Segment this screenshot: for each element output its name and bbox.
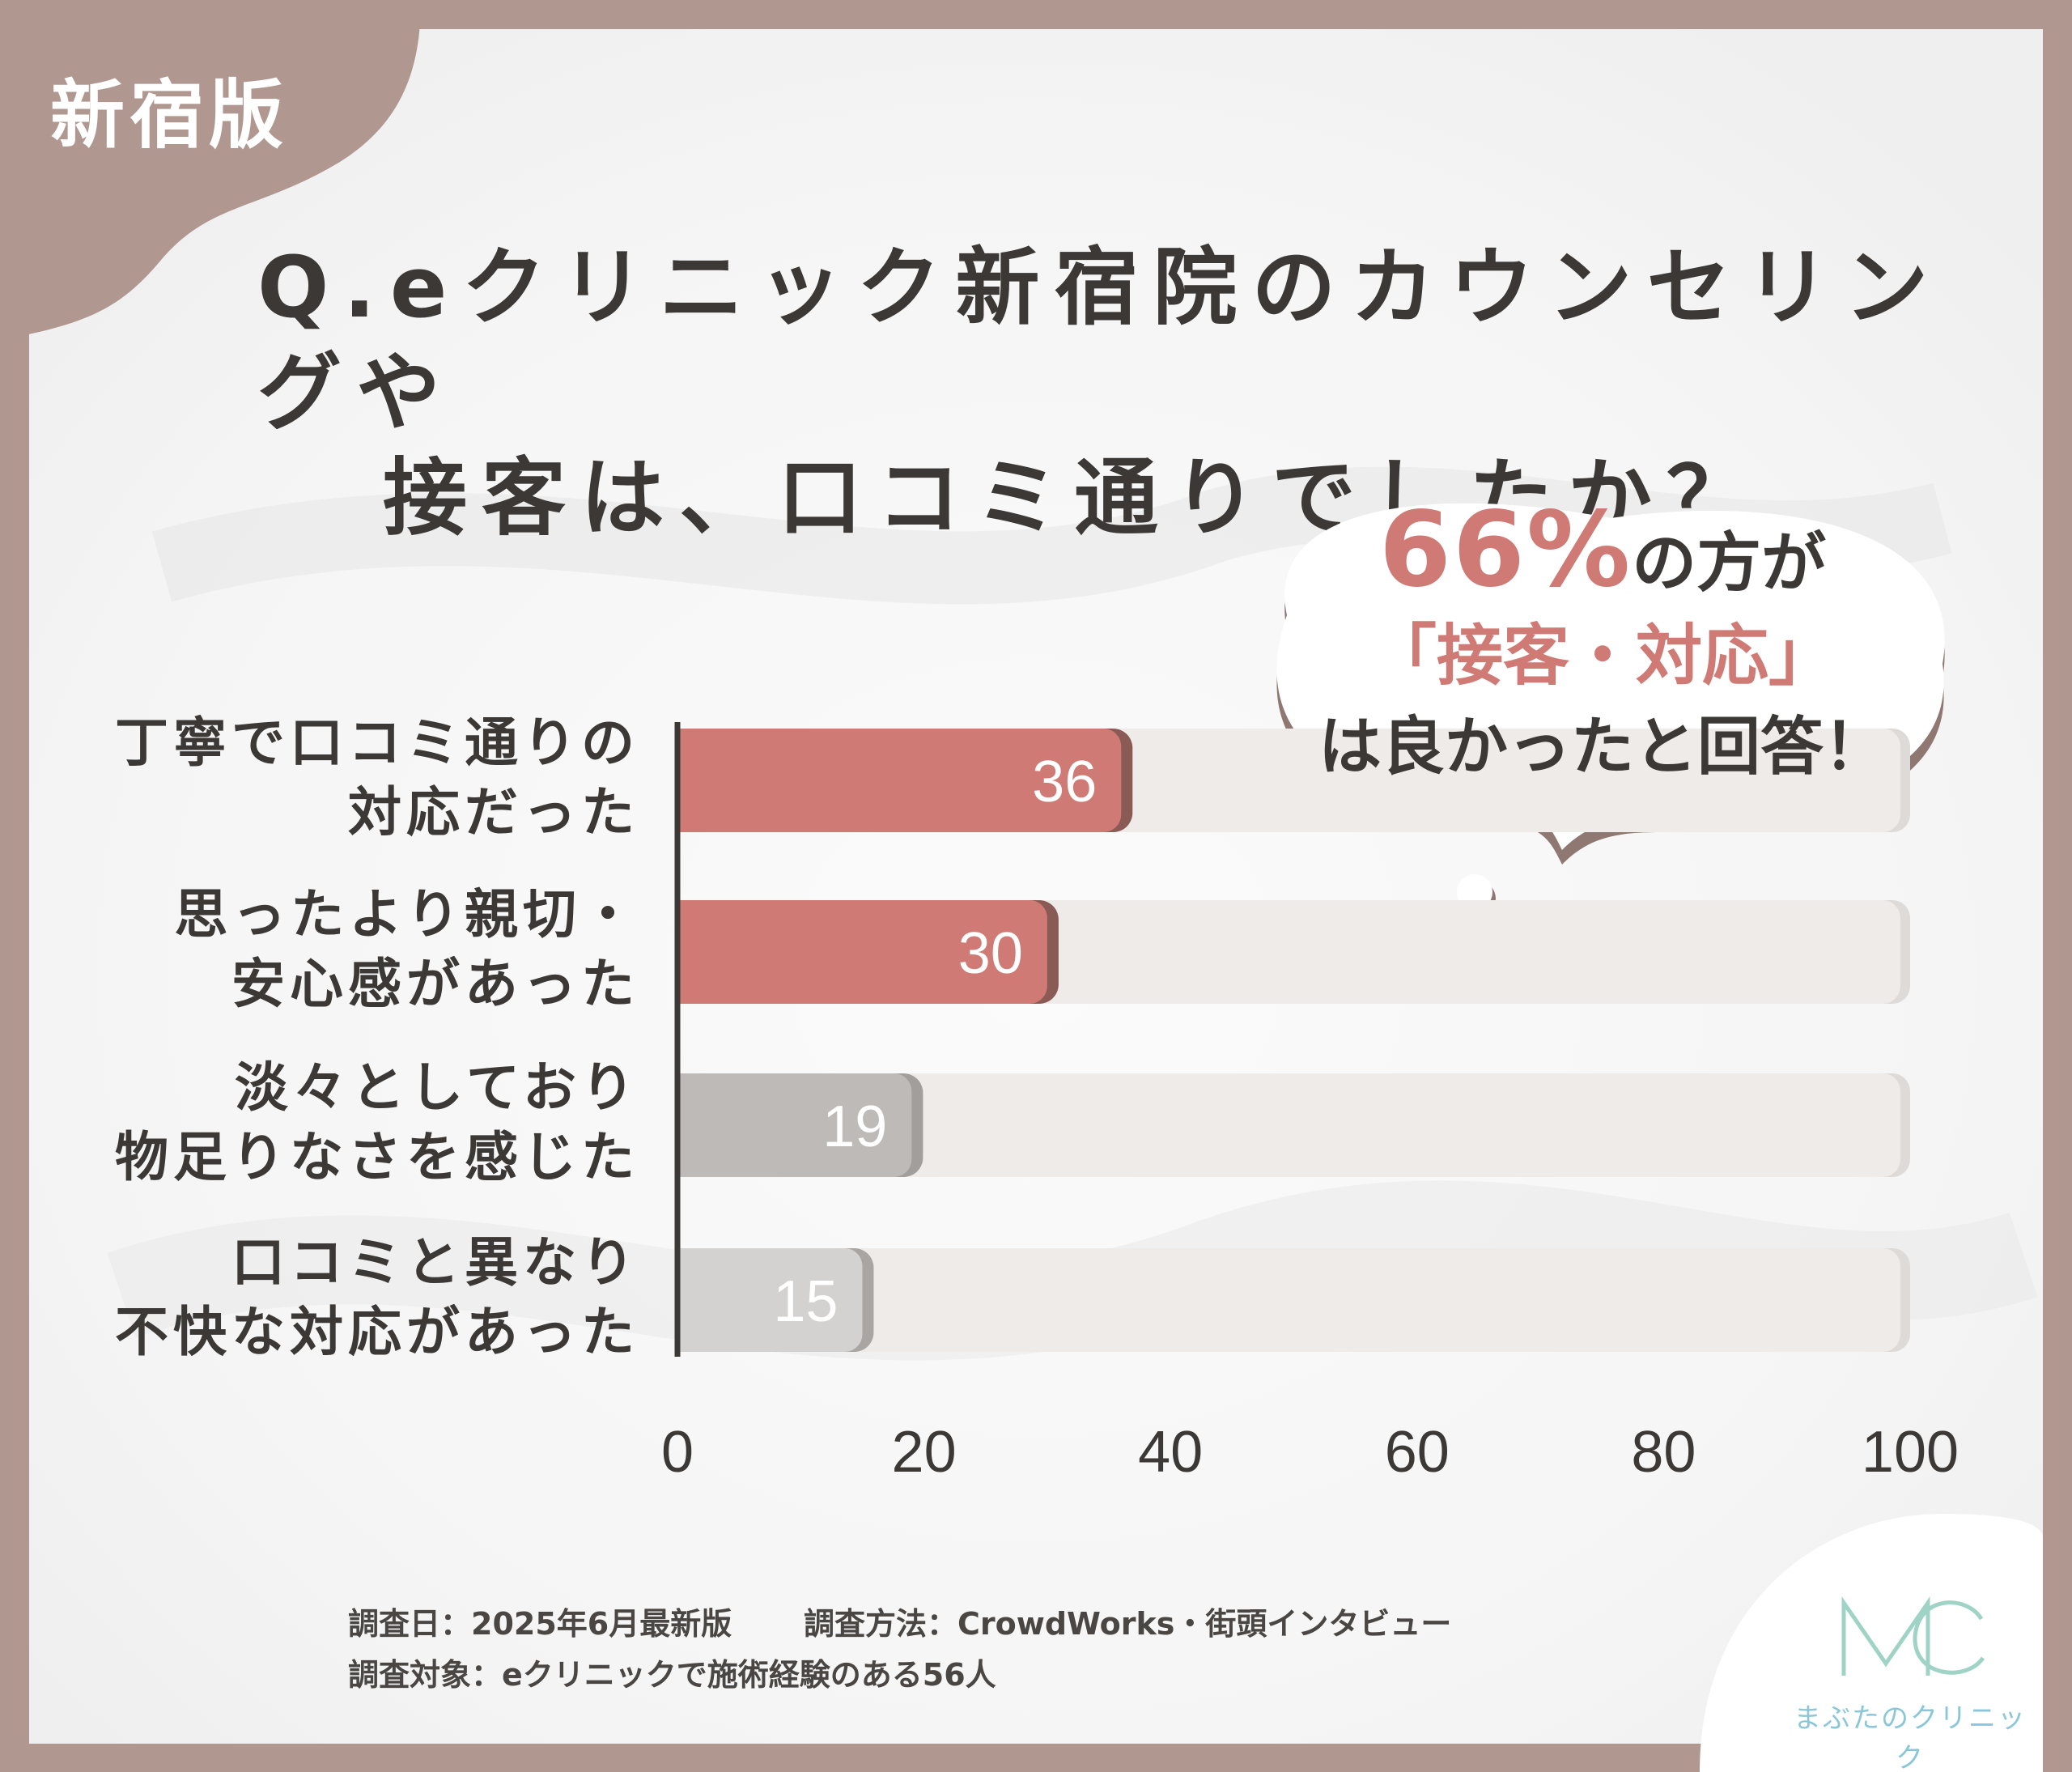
category-label: 不快な対応があった	[115, 1301, 639, 1363]
bar-base	[677, 900, 702, 1004]
bar-base	[677, 729, 702, 832]
bar-value-label: 36	[1032, 750, 1097, 814]
x-tick-label: 80	[1631, 1420, 1696, 1485]
clinic-logo-mark	[1841, 1596, 1985, 1676]
bar-value-label: 15	[773, 1269, 838, 1334]
category-label: 対応だった	[348, 781, 639, 844]
category-label: 思ったより親切・	[174, 883, 639, 945]
callout-line-3: は良かったと回答！	[1318, 711, 1887, 784]
callout-text: 66%の方が 「接客・対応」 は良かったと回答！	[1295, 499, 1910, 794]
category-label: 丁寧で口コミ通りの	[115, 712, 639, 774]
callout-line-1-suffix: の方が	[1632, 525, 1827, 601]
x-tick-label: 100	[1862, 1420, 1959, 1485]
survey-method: 調査方法：CrowdWorks・街頭インタビュー	[804, 1606, 1452, 1642]
question-title-line-1: Q.eクリニック新宿院のカウンセリングや	[257, 238, 1943, 442]
bar-track	[677, 1073, 1900, 1177]
region-badge: 新宿版	[50, 72, 289, 159]
bar	[677, 729, 1122, 832]
survey-date: 調査日：2025年6月最新版	[348, 1606, 732, 1642]
bar-value-label: 30	[958, 921, 1023, 986]
category-label: 淡々としており	[235, 1056, 639, 1119]
bar	[677, 1248, 863, 1352]
category-label: 物足りなさを感じた	[115, 1126, 639, 1188]
bar-value-label: 19	[822, 1094, 887, 1159]
x-tick-label: 20	[892, 1420, 957, 1485]
bar-base	[677, 1248, 702, 1352]
x-tick-label: 60	[1385, 1420, 1450, 1485]
x-tick-label: 40	[1138, 1420, 1203, 1485]
callout-percent: 66%	[1378, 490, 1633, 610]
bar	[677, 900, 1047, 1004]
bar-base	[677, 1073, 702, 1177]
category-label: 安心感があった	[231, 953, 639, 1015]
survey-target: 調査対象：eクリニックで施術経験のある56人	[348, 1657, 996, 1693]
bar	[677, 1073, 912, 1177]
bar-track	[677, 1248, 1900, 1352]
callout-line-2: 「接客・対応」	[1369, 618, 1835, 695]
x-tick-label: 0	[661, 1420, 694, 1485]
clinic-logo-name: まぶたのクリニック	[1794, 1702, 2027, 1772]
category-label: 口コミと異なり	[231, 1231, 639, 1294]
